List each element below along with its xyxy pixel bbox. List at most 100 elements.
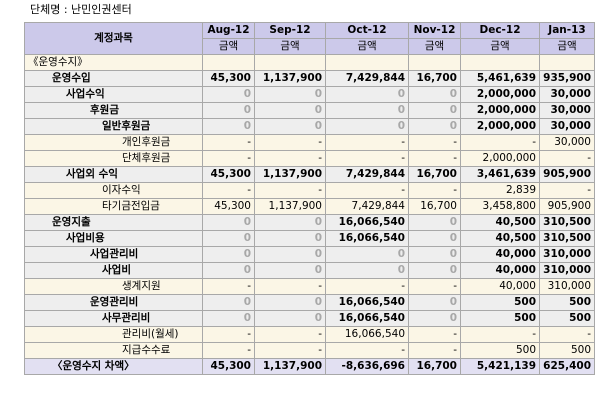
amount-cell: 2,839	[460, 182, 540, 199]
table-row: 《운영수지》	[24, 54, 595, 71]
amount-cell: 40,000	[460, 262, 540, 279]
amount-cell: 0	[408, 118, 461, 135]
table-row: 사업외 수익 45,300 1,137,900 7,429,844 16,700 3,46…	[24, 166, 595, 183]
account-label: 운영지출	[24, 214, 203, 231]
amount-cell: -	[460, 326, 540, 343]
table-row: 후원금 0 0 0 0 2,000,000 30,000	[24, 102, 595, 119]
statement-body: 《운영수지》 운영수입 45,300 1,137,900 7,429,844 16,700…	[24, 54, 595, 375]
account-label: 생계지원	[24, 278, 203, 295]
amount-cell: 0	[202, 118, 255, 135]
amount-cell: 0	[408, 230, 461, 247]
amount-cell: 0	[254, 102, 326, 119]
amount-cell: 0	[202, 230, 255, 247]
amount-cell: 500	[539, 310, 595, 327]
amount-cell: 0	[408, 246, 461, 263]
unit-header: 금액	[408, 38, 461, 55]
unit-header: 금액	[539, 38, 595, 55]
amount-cell: 0	[202, 294, 255, 311]
amount-cell: -	[539, 182, 595, 199]
amount-cell: -	[408, 182, 461, 199]
amount-cell: 0	[254, 86, 326, 103]
unit-header: 금액	[325, 38, 409, 55]
table-row: 사업비 0 0 0 0 40,000 310,000	[24, 262, 595, 279]
account-column-header: 계정과목	[24, 22, 203, 55]
amount-cell: 310,000	[539, 262, 595, 279]
amount-cell: 0	[408, 86, 461, 103]
account-label: 지급수수료	[24, 342, 203, 359]
financial-statement-table: 계정과목 Aug-12 Sep-12 Oct-12 Nov-12 Dec-12 …	[24, 22, 595, 375]
table-row: 이자수익 - - - -2,839-	[24, 182, 595, 199]
table-row: 지급수수료 - - - -500 500	[24, 342, 595, 359]
account-label: 이자수익	[24, 182, 203, 199]
amount-cell: 16,066,540	[325, 214, 409, 231]
account-label: 사업수익	[24, 86, 203, 103]
account-label: 운영관리비	[24, 294, 203, 311]
amount-cell: -	[325, 182, 409, 199]
amount-cell: 500	[539, 294, 595, 311]
table-row: 운영수입 45,300 1,137,900 7,429,844 16,700 5,461,…	[24, 70, 595, 87]
amount-cell: 5,461,639	[460, 70, 540, 87]
account-label: 단체후원금	[24, 150, 203, 167]
amount-cell: -	[202, 342, 255, 359]
amount-cell: 7,429,844	[325, 166, 409, 183]
amount-cell: 935,900	[539, 70, 595, 87]
table-row: 사업관리비 0 0 0 0 40,000 310,000	[24, 246, 595, 263]
amount-cell: 310,500	[539, 230, 595, 247]
amount-cell: 0	[202, 86, 255, 103]
unit-header: 금액	[202, 38, 255, 55]
amount-cell: 310,000	[539, 278, 595, 295]
amount-cell: 0	[202, 102, 255, 119]
month-header: Sep-12	[254, 22, 326, 39]
amount-cell: 5,421,139	[460, 358, 540, 375]
amount-cell: 16,700	[408, 198, 461, 215]
amount-cell: -	[254, 326, 326, 343]
table-row: 운영관리비 0 0 16,066,540 0 500 500	[24, 294, 595, 311]
amount-cell: 16,700	[408, 70, 461, 87]
amount-cell: 16,066,540	[325, 230, 409, 247]
amount-cell	[202, 54, 255, 71]
amount-cell: 310,000	[539, 246, 595, 263]
unit-header: 금액	[460, 38, 540, 55]
amount-cell	[325, 54, 409, 71]
amount-cell: -	[325, 278, 409, 295]
amount-cell: 45,300	[202, 166, 255, 183]
amount-cell: 0	[202, 246, 255, 263]
amount-cell: 310,500	[539, 214, 595, 231]
amount-cell: 7,429,844	[325, 198, 409, 215]
amount-cell: -	[202, 326, 255, 343]
table-row: 사업수익 0 0 0 0 2,000,000 30,000	[24, 86, 595, 103]
amount-cell: 1,137,900	[254, 358, 326, 375]
amount-cell: 16,066,540	[325, 310, 409, 327]
month-header: Dec-12	[460, 22, 540, 39]
account-label: 〈운영수지 차액〉	[24, 358, 203, 375]
header-row-unit: 금액 금액 금액 금액 금액 금액	[25, 38, 595, 55]
table-row: 일반후원금 0 0 0 0 2,000,000 30,000	[24, 118, 595, 135]
amount-cell: 16,700	[408, 358, 461, 375]
amount-cell: -	[202, 150, 255, 167]
amount-cell: 0	[325, 86, 409, 103]
amount-cell: -	[202, 278, 255, 295]
amount-cell: 0	[325, 262, 409, 279]
table-row: 사업비용 0 0 16,066,540 0 40,500 310,500	[24, 230, 595, 247]
amount-cell: 30,000	[539, 102, 595, 119]
account-label: 사업외 수익	[24, 166, 203, 183]
amount-cell: 40,000	[460, 278, 540, 295]
amount-cell: -	[254, 182, 326, 199]
amount-cell: 0	[325, 102, 409, 119]
amount-cell: 0	[202, 262, 255, 279]
amount-cell: -	[325, 342, 409, 359]
amount-cell: 0	[408, 214, 461, 231]
amount-cell: 1,137,900	[254, 70, 326, 87]
amount-cell: -	[254, 134, 326, 151]
account-label: 후원금	[24, 102, 203, 119]
amount-cell: -	[408, 150, 461, 167]
amount-cell: 40,500	[460, 230, 540, 247]
amount-cell: -	[254, 150, 326, 167]
amount-cell: 500	[539, 342, 595, 359]
amount-cell: 0	[202, 214, 255, 231]
amount-cell: 16,066,540	[325, 326, 409, 343]
amount-cell: 905,900	[539, 198, 595, 215]
amount-cell	[408, 54, 461, 71]
amount-cell: 500	[460, 342, 540, 359]
amount-cell: 905,900	[539, 166, 595, 183]
